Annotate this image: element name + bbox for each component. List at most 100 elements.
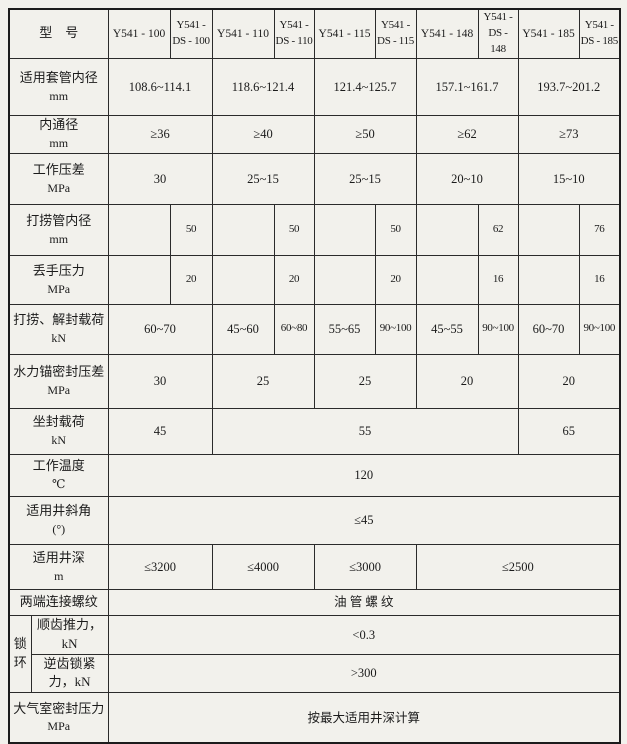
value-cell: ≥40 [211, 114, 315, 154]
empty-cell [415, 254, 479, 305]
model-line-2: DS - 110 [275, 34, 313, 47]
row-unit-text: MPa [47, 383, 71, 398]
row-unit-text: mm [49, 88, 69, 103]
value-cell: 45 [107, 407, 213, 455]
value-cell: ≤45 [107, 495, 621, 545]
value-cell: 50 [169, 203, 213, 256]
row-label-text: 大气室密封压力 [13, 700, 105, 716]
scanned-spec-page: { "colors": {"page_bg": "#f2f1ec", "line… [0, 8, 627, 744]
value-cell: ≥50 [313, 114, 417, 154]
row-unit-text: (°) [52, 522, 66, 537]
row-unit-text: kN [51, 433, 67, 448]
row-label-bore-id: 内通径 mm [8, 114, 109, 154]
row-label-forward-thrust: 顺齿推力，kN [30, 614, 109, 655]
empty-cell [211, 203, 275, 256]
empty-cell [415, 203, 479, 256]
model-line-2: DS - 100 [172, 34, 210, 47]
value-cell: 25 [211, 353, 315, 409]
value-cell: <0.3 [107, 614, 621, 655]
row-label-working-pressure: 工作压差 MPa [8, 152, 109, 205]
value-cell: 20~10 [415, 152, 519, 205]
value-cell: 65 [517, 407, 621, 455]
row-label-well-depth: 适用井深 m [8, 543, 109, 590]
row-label-reverse-lock-force: 逆齿锁紧力，kN [30, 653, 109, 694]
value-cell: 45~60 [211, 303, 275, 355]
row-label-text: 适用井斜角 [26, 503, 92, 519]
model-header-y541-ds-185: Y541 - DS - 185 [578, 8, 621, 59]
value-cell: 30 [107, 152, 213, 205]
model-line-2: DS - 115 [377, 34, 414, 47]
row-unit-text: m [54, 568, 64, 583]
value-cell: 25 [313, 353, 417, 409]
row-label-text: 水力锚密封压差 [13, 364, 105, 380]
value-cell: 121.4~125.7 [313, 57, 417, 116]
value-cell: 108.6~114.1 [107, 57, 213, 116]
model-line-1: Y541 - [176, 18, 206, 31]
value-cell: ≤3000 [313, 543, 417, 590]
model-header-y541-148: Y541 - 148 [415, 8, 479, 59]
value-cell: 60~70 [107, 303, 213, 355]
row-label-fishing-pipe-id: 打捞管内径 mm [8, 203, 109, 256]
value-cell: 55~65 [313, 303, 376, 355]
value-cell: 16 [477, 254, 519, 305]
row-label-text: 工作压差 [32, 161, 85, 177]
row-label-lock-ring: 锁 环 [8, 614, 32, 694]
empty-cell [107, 254, 171, 305]
empty-cell [313, 203, 376, 256]
row-unit-text: MPa [47, 180, 71, 195]
value-cell: 按最大适用井深计算 [107, 692, 621, 744]
model-line-1: Y541 - [584, 18, 614, 31]
value-cell: 油 管 螺 纹 [107, 588, 621, 616]
value-cell: 20 [517, 353, 621, 409]
value-cell: 50 [273, 203, 315, 256]
value-cell: ≤3200 [107, 543, 213, 590]
row-label-release-pressure: 丢手压力 MPa [8, 254, 109, 305]
row-label-casing-id: 适用套管内径 mm [8, 57, 109, 116]
value-cell: >300 [107, 653, 621, 694]
row-label-text: 内通径 [39, 117, 79, 133]
empty-cell [211, 254, 275, 305]
value-cell: 90~100 [578, 303, 621, 355]
model-header-y541-ds-100: Y541 - DS - 100 [169, 8, 213, 59]
lock-ring-char-1: 锁 [13, 636, 27, 652]
model-header-y541-ds-115: Y541 - DS - 115 [374, 8, 417, 59]
model-line-2: DS - 185 [580, 34, 619, 47]
model-header-y541-185: Y541 - 185 [517, 8, 580, 59]
row-label-hydraulic-anchor-seal: 水力锚密封压差 MPa [8, 353, 109, 409]
value-cell: 20 [273, 254, 315, 305]
row-unit-text: MPa [47, 281, 71, 296]
value-cell: 90~100 [477, 303, 519, 355]
model-header-y541-100: Y541 - 100 [107, 8, 171, 59]
row-label-text: 丢手压力 [32, 262, 85, 278]
value-cell: 25~15 [313, 152, 417, 205]
value-cell: 62 [477, 203, 519, 256]
value-cell: ≤2500 [415, 543, 621, 590]
row-unit-text: ℃ [52, 477, 66, 492]
empty-cell [107, 203, 171, 256]
model-line-2: DS - 148 [488, 26, 508, 55]
empty-cell [517, 254, 580, 305]
value-cell: 55 [211, 407, 519, 455]
value-cell: 20 [374, 254, 417, 305]
packer-spec-table: 型 号 Y541 - 100 Y541 - DS - 100 Y541 - 11… [8, 8, 622, 744]
model-header-y541-110: Y541 - 110 [211, 8, 275, 59]
row-unit-text: mm [49, 136, 69, 151]
row-unit-text: MPa [47, 719, 71, 734]
row-label-working-temp: 工作温度 ℃ [8, 453, 109, 497]
value-cell: 118.6~121.4 [211, 57, 315, 116]
model-no-header-cell: 型 号 [8, 8, 109, 59]
row-label-text: 打捞、解封载荷 [13, 312, 105, 328]
row-label-text: 适用井深 [32, 549, 85, 565]
value-cell: 15~10 [517, 152, 621, 205]
row-label-deviation-angle: 适用井斜角 (°) [8, 495, 109, 545]
row-label-setting-load: 坐封载荷 kN [8, 407, 109, 455]
model-header-y541-ds-148: Y541 - DS - 148 [477, 8, 519, 59]
row-unit-text: mm [49, 231, 69, 246]
row-label-text: 适用套管内径 [19, 69, 98, 85]
lock-ring-char-2: 环 [13, 655, 27, 670]
value-cell: 50 [374, 203, 417, 256]
value-cell: 60~70 [517, 303, 580, 355]
row-label-fishing-unsetting-load: 打捞、解封载荷 kN [8, 303, 109, 355]
value-cell: ≥36 [107, 114, 213, 154]
row-label-text: 打捞管内径 [26, 212, 92, 228]
